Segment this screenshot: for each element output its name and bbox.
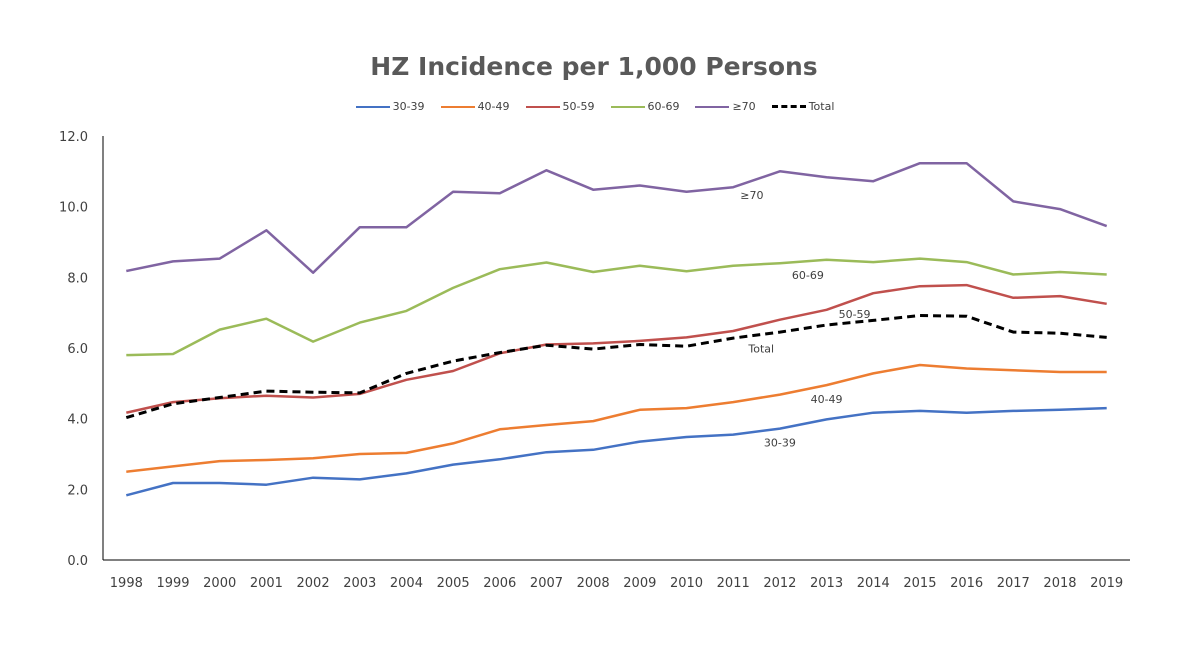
x-tick-label: 2016: [950, 576, 983, 591]
legend-swatch: [525, 105, 560, 108]
series-line-4: [126, 161, 1108, 274]
series-line-1: [126, 363, 1107, 473]
x-tick-label: 2002: [297, 576, 330, 591]
legend-item: ≥70: [695, 100, 756, 113]
series-label: 40-49: [811, 393, 843, 406]
legend-item: 50-59: [525, 100, 595, 113]
legend-label: 40-49: [477, 100, 510, 113]
x-tick-label: 1999: [156, 576, 189, 591]
legend-swatch: [355, 105, 390, 108]
x-tick-label: 2015: [903, 576, 936, 591]
x-tick-label: 2013: [810, 576, 843, 591]
x-tick-label: 2010: [670, 576, 703, 591]
y-tick-label: 10.0: [59, 201, 88, 216]
series-line-5: [125, 314, 1107, 420]
x-tick-label: 2014: [857, 576, 890, 591]
x-tick-label: 2004: [390, 576, 423, 591]
series-line-2: [126, 283, 1107, 414]
x-tick-label: 2017: [997, 576, 1030, 591]
x-tick-label: 2018: [1043, 576, 1076, 591]
legend-swatch: [771, 105, 806, 108]
series-label: 50-59: [839, 308, 871, 321]
y-tick-label: 2.0: [67, 483, 88, 498]
legend-label: Total: [808, 100, 835, 113]
x-tick-label: 2000: [203, 576, 236, 591]
legend-item: Total: [771, 100, 835, 113]
series-label: 30-39: [764, 437, 796, 450]
legend-item: 40-49: [440, 100, 510, 113]
legend-swatch: [440, 105, 475, 108]
x-tick-label: 2011: [717, 576, 750, 591]
series-line-3: [126, 257, 1107, 357]
y-tick-label: 4.0: [67, 413, 88, 428]
y-tick-label: 0.0: [67, 554, 88, 569]
series-line-0: [125, 406, 1107, 497]
legend-label: 30-39: [392, 100, 425, 113]
x-tick-label: 2005: [437, 576, 470, 591]
legend-label: 50-59: [562, 100, 595, 113]
x-tick-label: 2003: [343, 576, 376, 591]
y-tick-label: 12.0: [59, 130, 88, 145]
chart-legend: 30-39 40-49 50-59 60-69 ≥70 Total: [0, 100, 1190, 113]
legend-item: 60-69: [610, 100, 680, 113]
series-label: ≥70: [740, 189, 763, 202]
legend-item: 30-39: [355, 100, 425, 113]
legend-swatch: [610, 105, 645, 108]
legend-label: 60-69: [647, 100, 680, 113]
x-tick-label: 1998: [110, 576, 143, 591]
y-tick-label: 6.0: [67, 342, 88, 357]
chart-title: HZ Incidence per 1,000 Persons: [370, 52, 818, 81]
legend-label: ≥70: [732, 100, 756, 113]
legend-swatch: [695, 105, 730, 108]
x-tick-label: 2001: [250, 576, 283, 591]
x-tick-label: 2006: [483, 576, 516, 591]
x-tick-label: 2008: [577, 576, 610, 591]
x-tick-label: 2012: [763, 576, 796, 591]
x-tick-label: 2007: [530, 576, 563, 591]
x-tick-label: 2019: [1090, 576, 1123, 591]
series-label: Total: [747, 343, 774, 356]
x-tick-label: 2009: [623, 576, 656, 591]
y-tick-label: 8.0: [67, 271, 88, 286]
series-label: 60-69: [792, 269, 824, 282]
